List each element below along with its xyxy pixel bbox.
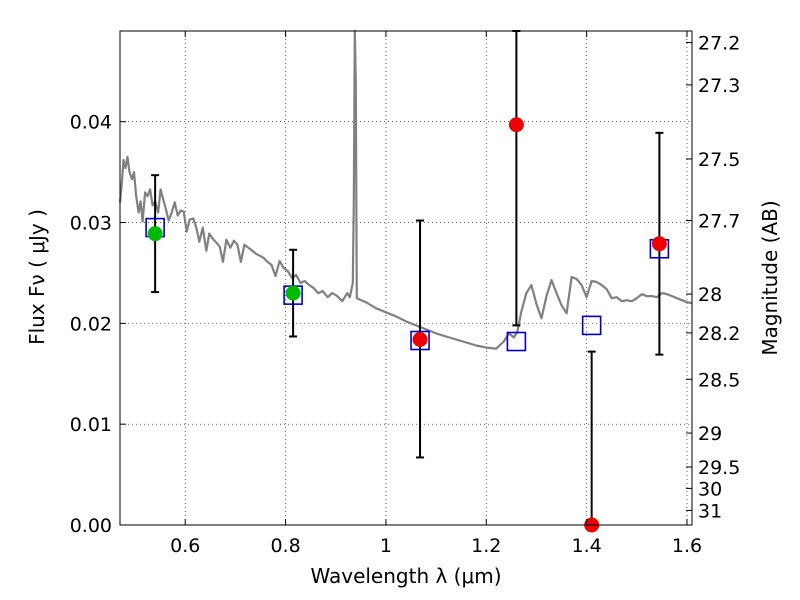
photometry-point [147,226,163,242]
magnitude-tick-label: 27.3 [698,75,740,97]
photometry-point [285,285,301,301]
y-tick-label: 0.02 [70,313,112,335]
y-axis-label: Flux Fν ( μJy ) [25,209,49,345]
magnitude-tick-label: 28 [698,284,722,306]
model-sed-line [118,29,693,350]
plot-frame [119,30,693,526]
x-tick-label: 0.8 [270,535,300,557]
x-tick-label: 0.6 [170,535,200,557]
photometry-point [412,331,428,347]
markers-layer [145,117,670,533]
y-tick-label: 0.03 [70,213,112,235]
grid-lines [120,31,692,526]
magnitude-tick-label: 27.7 [698,211,740,233]
photometry-point [651,236,667,252]
model-photometry-square [410,330,430,351]
x-tick-label: 1 [380,535,392,557]
y-tick-label: 0.01 [70,414,112,436]
model-photometry-square [506,331,527,352]
x-tick-label: 1.6 [672,535,702,557]
x-axis-label: Wavelength λ (μm) [310,564,501,588]
magnitude-tick-label: 27.5 [698,149,740,171]
error-bars-layer [151,30,664,526]
y-tick-label: 0.04 [70,112,112,134]
model-photometry-square [581,315,602,336]
y-tick-label: 0.00 [70,515,112,537]
magnitude-tick-label: 28.5 [698,369,740,391]
magnitude-tick-label: 31 [698,500,722,522]
magnitude-tick-label: 28.2 [698,323,740,345]
x-tick-label: 1.4 [572,535,602,557]
photometry-point [508,117,524,133]
magnitude-axis-label: Magnitude (AB) [758,200,782,355]
magnitude-tick-label: 27.2 [698,32,740,54]
x-tick-label: 1.2 [471,535,501,557]
model-sed-layer [118,29,693,350]
magnitude-tick-label: 29.5 [698,457,740,479]
magnitude-tick-label: 29 [698,423,722,445]
axis-ticks: 0.6 0.8 1 1.2 1.4 1.6 0.00 0.01 0.02 0.03 0.04 27.2… [70,31,740,557]
magnitude-tick-label: 30 [698,478,722,500]
